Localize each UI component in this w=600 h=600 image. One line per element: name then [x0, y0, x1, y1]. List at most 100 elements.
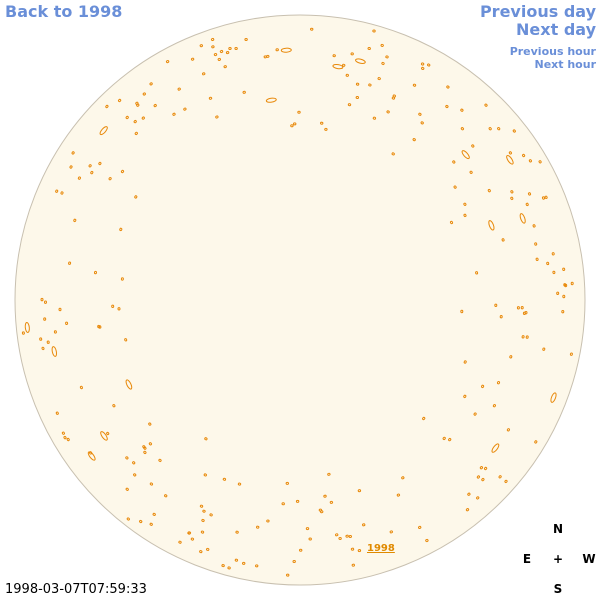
contour	[481, 477, 485, 482]
contour	[124, 338, 128, 342]
contour	[372, 29, 376, 33]
next-day-link[interactable]: Next day	[516, 20, 596, 39]
contour	[551, 252, 555, 256]
contour	[190, 537, 195, 541]
contour	[66, 437, 70, 442]
contour	[488, 220, 495, 231]
contour	[165, 60, 170, 64]
contour	[320, 121, 324, 125]
contour	[299, 548, 303, 552]
contour	[499, 315, 503, 319]
contour	[98, 161, 102, 166]
contour	[418, 525, 422, 529]
contour	[149, 482, 154, 486]
contour	[535, 257, 539, 261]
contour	[391, 96, 396, 100]
contour	[223, 65, 227, 69]
compass-west: W	[582, 552, 596, 566]
back-link[interactable]: Back to 1998	[5, 2, 123, 21]
contour	[509, 355, 513, 359]
contour	[55, 411, 59, 415]
contour	[100, 431, 108, 441]
contour	[412, 138, 416, 142]
contour	[527, 192, 532, 196]
contour	[133, 473, 137, 477]
contour	[88, 164, 92, 168]
contour	[335, 533, 339, 537]
contour	[561, 310, 565, 314]
contour	[522, 311, 526, 315]
contour	[496, 381, 501, 385]
contour	[504, 479, 508, 484]
contour	[355, 58, 366, 64]
contour	[355, 95, 359, 100]
contour	[265, 97, 277, 103]
contour	[106, 431, 110, 436]
contour	[351, 563, 355, 567]
contour	[460, 127, 465, 131]
previous-hour-link[interactable]: Previous hour	[509, 45, 596, 58]
contour	[134, 131, 138, 136]
contour	[389, 530, 393, 534]
contour	[562, 267, 566, 271]
contour	[126, 517, 130, 521]
contour	[446, 85, 450, 89]
contour	[494, 303, 498, 307]
contour	[244, 37, 248, 42]
contour	[199, 504, 204, 508]
compass-east: E	[522, 552, 532, 566]
contour	[149, 522, 153, 526]
previous-day-link[interactable]: Previous day	[479, 2, 596, 21]
contour	[357, 489, 362, 493]
contour	[385, 55, 389, 59]
contour	[190, 57, 195, 61]
contour	[449, 220, 454, 225]
contour	[348, 534, 352, 539]
year-link[interactable]: 1998	[367, 543, 395, 554]
contour	[242, 90, 246, 94]
contour	[546, 261, 550, 266]
contour	[285, 481, 289, 485]
contour	[541, 196, 546, 200]
contour	[221, 564, 225, 568]
next-hour-link[interactable]: Next hour	[534, 58, 597, 71]
contour	[43, 317, 47, 321]
contour	[204, 437, 208, 441]
contour	[377, 77, 381, 81]
contour	[347, 103, 352, 107]
contour	[381, 61, 385, 66]
contour	[58, 307, 62, 312]
contour	[355, 82, 360, 86]
contour	[357, 549, 362, 553]
contour	[522, 153, 526, 158]
contour	[345, 73, 349, 77]
contour	[142, 445, 146, 449]
contour	[422, 416, 426, 421]
contour	[275, 48, 279, 52]
contour	[105, 104, 109, 109]
contour	[134, 195, 138, 199]
contour	[108, 177, 112, 181]
contour	[506, 155, 514, 165]
contour	[172, 112, 176, 116]
contour	[372, 116, 377, 120]
contour	[71, 151, 75, 155]
contour	[380, 43, 384, 47]
contour	[350, 52, 354, 56]
contour	[117, 98, 122, 103]
compass-north: N	[552, 522, 564, 536]
contour	[552, 270, 556, 275]
contour	[497, 127, 501, 131]
contour	[329, 500, 334, 504]
contour	[61, 431, 65, 435]
contour	[386, 110, 390, 114]
contour	[213, 53, 218, 57]
contour	[412, 83, 417, 87]
contour	[550, 392, 557, 403]
contour	[475, 271, 479, 275]
contour	[256, 525, 260, 529]
contour	[199, 44, 203, 48]
contour	[297, 110, 301, 114]
